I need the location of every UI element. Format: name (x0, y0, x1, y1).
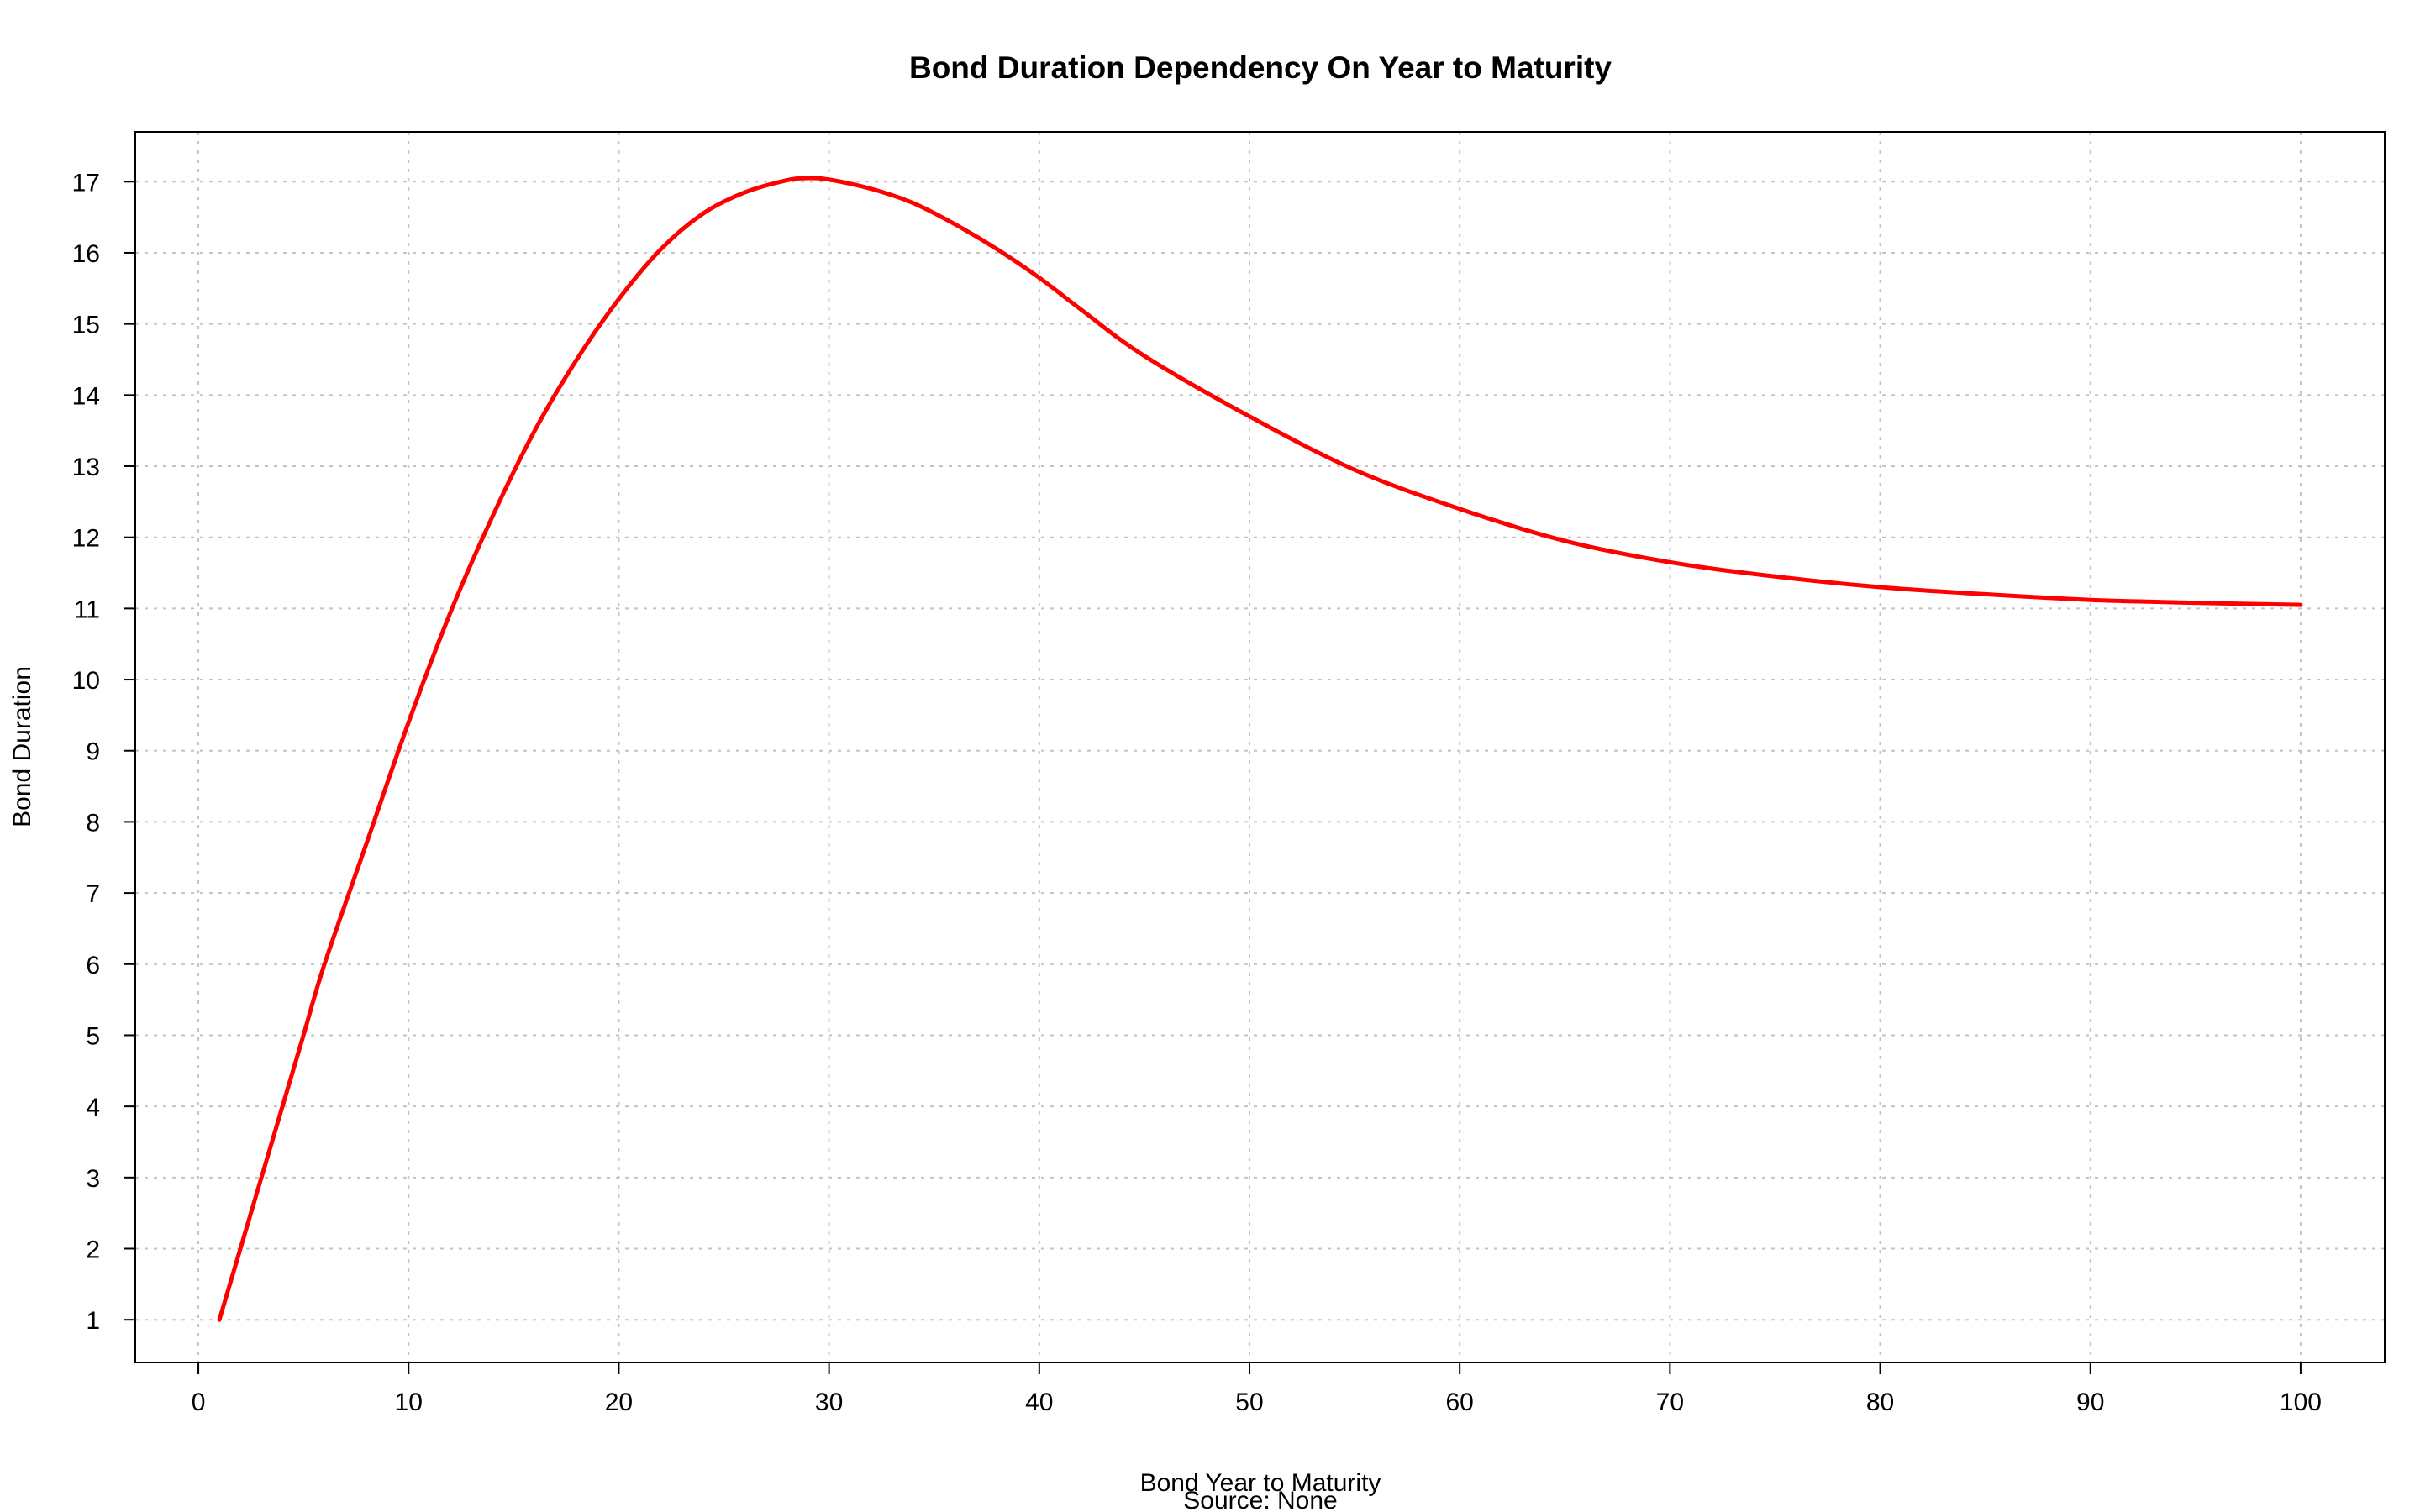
chart-caption: Source: None (1183, 1487, 1337, 1512)
plot-frame (134, 131, 2386, 1363)
y-tick-label: 3 (86, 1165, 100, 1193)
y-tick-label: 13 (72, 454, 100, 481)
y-tick-label: 5 (86, 1022, 100, 1050)
y-tick-label: 12 (72, 525, 100, 553)
x-axis: 0 10 20 30 40 50 60 70 80 90 100 (192, 1362, 2322, 1416)
y-tick-label: 6 (86, 952, 100, 979)
x-tick-label: 30 (815, 1389, 843, 1416)
series-line (217, 176, 2303, 1322)
y-tick-label: 11 (74, 596, 100, 623)
x-tick-label: 10 (395, 1389, 423, 1416)
x-tick-label: 90 (2076, 1389, 2104, 1416)
grid (135, 132, 2385, 1362)
x-tick-label: 40 (1025, 1389, 1053, 1416)
x-tick-label: 70 (1656, 1389, 1684, 1416)
y-tick-label: 8 (86, 809, 100, 837)
y-tick-label: 4 (86, 1094, 100, 1121)
x-tick-label: 100 (2280, 1389, 2322, 1416)
y-tick-label: 1 (86, 1307, 100, 1335)
x-tick-label: 20 (605, 1389, 633, 1416)
y-tick-label: 15 (72, 312, 100, 339)
x-tick-label: 80 (1866, 1389, 1894, 1416)
series-layer (217, 176, 2303, 1322)
x-axis-label: Bond Year to Maturity (1140, 1469, 1381, 1497)
x-tick-label: 0 (192, 1389, 206, 1416)
y-tick-label: 14 (72, 382, 100, 410)
y-tick-label: 9 (86, 738, 100, 766)
y-tick-label: 16 (72, 240, 100, 268)
y-axis-label: Bond Duration (8, 666, 36, 827)
x-tick-label: 60 (1445, 1389, 1473, 1416)
y-tick-label: 17 (72, 169, 100, 197)
y-tick-label: 7 (86, 880, 100, 908)
y-tick-label: 10 (72, 667, 100, 695)
y-tick-label: 2 (86, 1236, 100, 1264)
chart-title: Bond Duration Dependency On Year to Matu… (909, 50, 1612, 85)
x-tick-label: 50 (1235, 1389, 1263, 1416)
